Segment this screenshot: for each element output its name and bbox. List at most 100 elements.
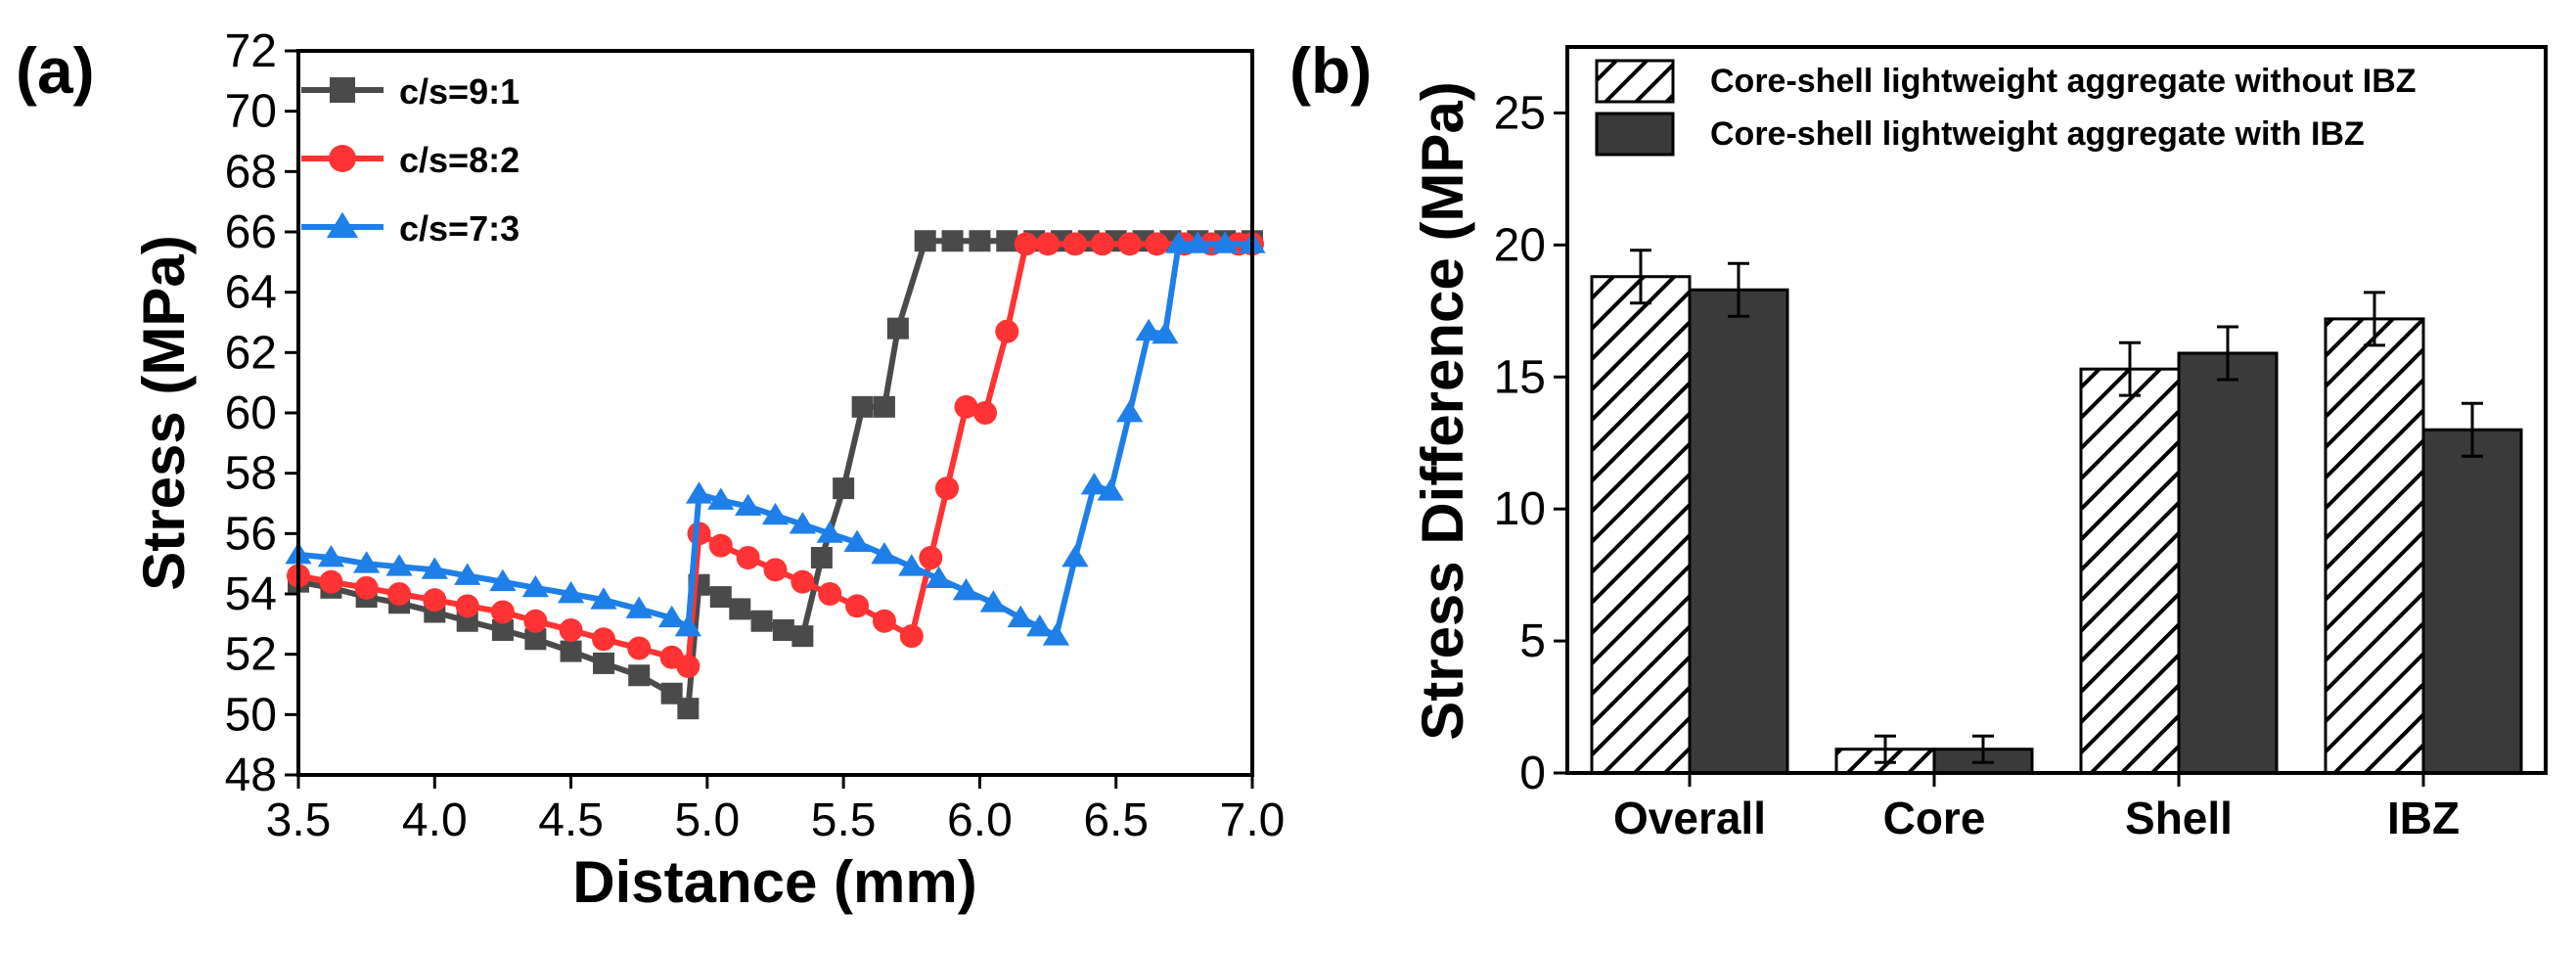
- chart-a-data-point: [593, 652, 614, 674]
- chart-a-data-point: [935, 476, 959, 501]
- chart-a-legend-item: c/s=8:2: [301, 140, 520, 180]
- chart-a-data-point: [735, 493, 762, 516]
- chart-b-bar: [2324, 317, 2425, 775]
- chart-a-data-point: [952, 577, 980, 601]
- chart-b-frame: [1565, 45, 2548, 775]
- chart-a-data-point: [319, 569, 343, 594]
- chart-a-xtick-label: 6.5: [1083, 794, 1149, 846]
- chart-a-series: [285, 230, 1266, 720]
- chart-a-ytick-label: 58: [225, 448, 277, 500]
- chart-a-legend-item: c/s=7:3: [301, 208, 520, 249]
- chart-b-bar: [2177, 351, 2279, 775]
- chart-a-data-point: [818, 582, 842, 606]
- chart-a-frame: [296, 49, 1254, 777]
- chart-a-data-point: [833, 477, 855, 500]
- chart-a-data-point: [1135, 318, 1162, 341]
- chart-b-ytick-label: 25: [1494, 87, 1546, 139]
- chart-a-xtick-label: 5.0: [674, 794, 740, 846]
- chart-b-error-bar: [1728, 261, 1749, 318]
- chart-a-xtick-label: 3.5: [266, 794, 332, 846]
- chart-a-data-point: [385, 554, 413, 576]
- chart-a-data-point: [353, 551, 381, 573]
- chart-a-data-point: [851, 395, 874, 418]
- chart-a-data-point: [791, 569, 815, 594]
- chart-a-data-point: [560, 640, 582, 662]
- chart-a-ytick-label: 50: [225, 689, 277, 741]
- chart-b-bars: [1590, 249, 2523, 775]
- chart-a-data-point: [1062, 232, 1087, 256]
- chart-a-data-point: [523, 609, 548, 633]
- chart-a-data-point: [872, 609, 896, 633]
- chart-b-bar: [1688, 288, 1789, 775]
- chart-a-data-point: [521, 574, 549, 598]
- chart-a-data-point: [1097, 478, 1124, 501]
- chart-a-data-point: [592, 627, 615, 652]
- chart-a-legend-marker: [326, 211, 359, 239]
- chart-b-error-bar: [1875, 734, 1896, 764]
- chart-a-data-point: [1036, 232, 1061, 256]
- chart-a-data-point: [707, 487, 735, 510]
- chart-b-category-label: IBZ: [2387, 793, 2460, 843]
- chart-a-data-point: [625, 596, 653, 618]
- chart-a-data-point: [628, 664, 651, 687]
- chart-b-error-bar: [2217, 325, 2238, 382]
- chart-a-ytick-label: 72: [225, 25, 277, 77]
- chart-b-legend-label: Core-shell lightweight aggregate without…: [1710, 63, 2417, 100]
- chart-a-data-point: [455, 594, 479, 618]
- chart-b-error-bar: [2119, 340, 2141, 397]
- chart-a-data-point: [1165, 231, 1193, 253]
- chart-b-category-label: Shell: [2125, 793, 2233, 843]
- chart-a-data-point: [772, 619, 794, 641]
- chart-a-data-point: [996, 230, 1018, 252]
- chart-a-data-point: [761, 502, 790, 525]
- chart-a-data-point: [709, 586, 732, 609]
- chart-a-data-point: [354, 575, 379, 600]
- chart-a-legend-item: c/s=9:1: [301, 71, 520, 112]
- chart-a-legend: c/s=9:1 c/s=8:2 c/s=7:3: [301, 71, 520, 249]
- chart-a-data-point: [816, 521, 843, 543]
- chart-a-data-point: [1007, 605, 1034, 628]
- chart-a-data-point: [763, 558, 788, 582]
- chart-a-data-point: [590, 587, 617, 610]
- chart-a-xtick-label: 6.0: [947, 794, 1013, 846]
- chart-b-error-bar: [1630, 249, 1651, 305]
- chart-a-data-point: [524, 628, 547, 651]
- chart-b-ytick-label: 10: [1494, 483, 1546, 535]
- chart-a-ytick-label: 66: [225, 206, 277, 258]
- chart-b-error-bar: [2462, 401, 2483, 458]
- chart-a-data-point: [660, 682, 683, 704]
- chart-b-bar: [2421, 428, 2523, 775]
- chart-a-ylabel: Stress (MPa): [131, 235, 197, 590]
- chart-b-error-bar: [1972, 734, 1994, 764]
- chart-a-ticks: 48 50 52 54 56 58 60 62 64 66 68 70 72 3.5 4.0 4.5 5.0 5.…: [225, 25, 1286, 846]
- panel-a-label: (a): [16, 34, 95, 107]
- chart-a-data-point: [973, 401, 997, 425]
- chart-a-data-point: [791, 625, 814, 648]
- chart-a-data-point: [843, 529, 871, 552]
- chart-a-xtick-label: 4.0: [402, 794, 468, 846]
- chart-a-data-point: [898, 554, 926, 576]
- chart-b-bar: [1590, 275, 1692, 775]
- chart-b: 0 5 10 15 20 25 Overall Core Shell IBZ Core-shell…: [1410, 45, 2548, 843]
- chart-a-data-point: [789, 512, 816, 534]
- chart-a-ytick-label: 68: [225, 146, 277, 198]
- chart-b-bar: [2079, 367, 2181, 775]
- chart-a-data-point: [1184, 231, 1211, 253]
- chart-a-data-point: [1026, 613, 1054, 637]
- chart-b-legend: Core-shell lightweight aggregate without…: [1595, 59, 2417, 157]
- chart-a-data-point: [1080, 473, 1108, 495]
- chart-a-legend-label: c/s=7:3: [399, 208, 520, 249]
- chart-a-data-point: [708, 533, 733, 558]
- chart-a-legend-label: c/s=8:2: [399, 140, 520, 180]
- chart-a-data-point: [736, 546, 760, 569]
- chart-a-data-point: [421, 557, 448, 579]
- chart-a-legend-label: c/s=9:1: [399, 71, 520, 112]
- chart-a-ytick-label: 52: [225, 629, 277, 681]
- chart-a-xtick-label: 4.5: [538, 794, 604, 846]
- chart-a-data-point: [490, 600, 515, 624]
- chart-a-data-point: [750, 610, 773, 632]
- chart-a-data-point: [317, 545, 345, 567]
- chart-a-data-point: [1042, 623, 1070, 646]
- chart-b-category-label: Overall: [1613, 793, 1766, 843]
